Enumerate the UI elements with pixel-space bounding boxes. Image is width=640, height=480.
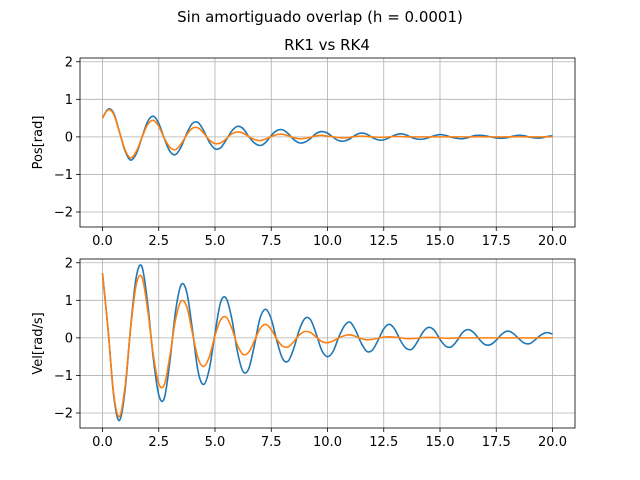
velocity-lines (101, 264, 553, 422)
position-xtick-label: 2.5 (148, 234, 169, 249)
position-subplot-title: RK1 vs RK4 (284, 36, 370, 54)
velocity-ytick-label: 2 (65, 256, 73, 271)
position-ticks: 0.0 2.5 5.0 7.5 10.0 12.5 15.0 17.5 20.0 −2 −1 0 1 2 (54, 55, 567, 249)
position-xtick-label: 7.5 (261, 234, 282, 249)
velocity-ticks: 0.0 2.5 5.0 7.5 10.0 12.5 15.0 17.5 20.0 −2 −1 0 1 2 (54, 256, 567, 450)
figure-suptitle: Sin amortiguado overlap (h = 0.0001) (177, 8, 463, 26)
position-rk1-series-line (101, 108, 553, 161)
position-ytick-label: 0 (65, 130, 73, 145)
velocity-ytick-label: 0 (65, 331, 73, 346)
velocity-ytick-label: −2 (54, 406, 73, 421)
position-xtick-label: 20.0 (538, 234, 567, 249)
velocity-xtick-label: 17.5 (482, 435, 511, 450)
position-xtick-label: 15.0 (426, 234, 455, 249)
velocity-rk4-series-line (101, 273, 553, 418)
position-ylabel: Pos[rad] (31, 116, 46, 170)
position-xtick-label: 0.0 (92, 234, 113, 249)
velocity-xtick-label: 12.5 (369, 435, 398, 450)
velocity-xtick-label: 0.0 (92, 435, 113, 450)
position-ytick-label: −1 (54, 168, 73, 183)
position-ytick-label: 2 (65, 55, 73, 70)
position-subplot: RK1 vs RK4 0.0 2.5 5.0 7.5 10.0 12.5 15.0 17.5 2… (31, 36, 576, 249)
velocity-ylabel: Vel[rad/s] (31, 312, 46, 374)
velocity-xtick-label: 15.0 (426, 435, 455, 450)
velocity-xtick-label: 20.0 (538, 435, 567, 450)
position-lines (101, 108, 553, 161)
position-ytick-label: −2 (54, 205, 73, 220)
position-xtick-label: 5.0 (205, 234, 226, 249)
velocity-ytick-label: −1 (54, 369, 73, 384)
velocity-ytick-label: 1 (65, 294, 73, 309)
velocity-xtick-label: 10.0 (313, 435, 342, 450)
velocity-xtick-label: 5.0 (205, 435, 226, 450)
position-ytick-label: 1 (65, 93, 73, 108)
position-xtick-label: 12.5 (369, 234, 398, 249)
position-xtick-label: 10.0 (313, 234, 342, 249)
velocity-subplot: 0.0 2.5 5.0 7.5 10.0 12.5 15.0 17.5 20.0−2−1012 … (31, 256, 576, 450)
velocity-xtick-label: 7.5 (261, 435, 282, 450)
position-rk4-series-line (101, 108, 553, 159)
position-xtick-label: 17.5 (482, 234, 511, 249)
velocity-xtick-label: 2.5 (148, 435, 169, 450)
